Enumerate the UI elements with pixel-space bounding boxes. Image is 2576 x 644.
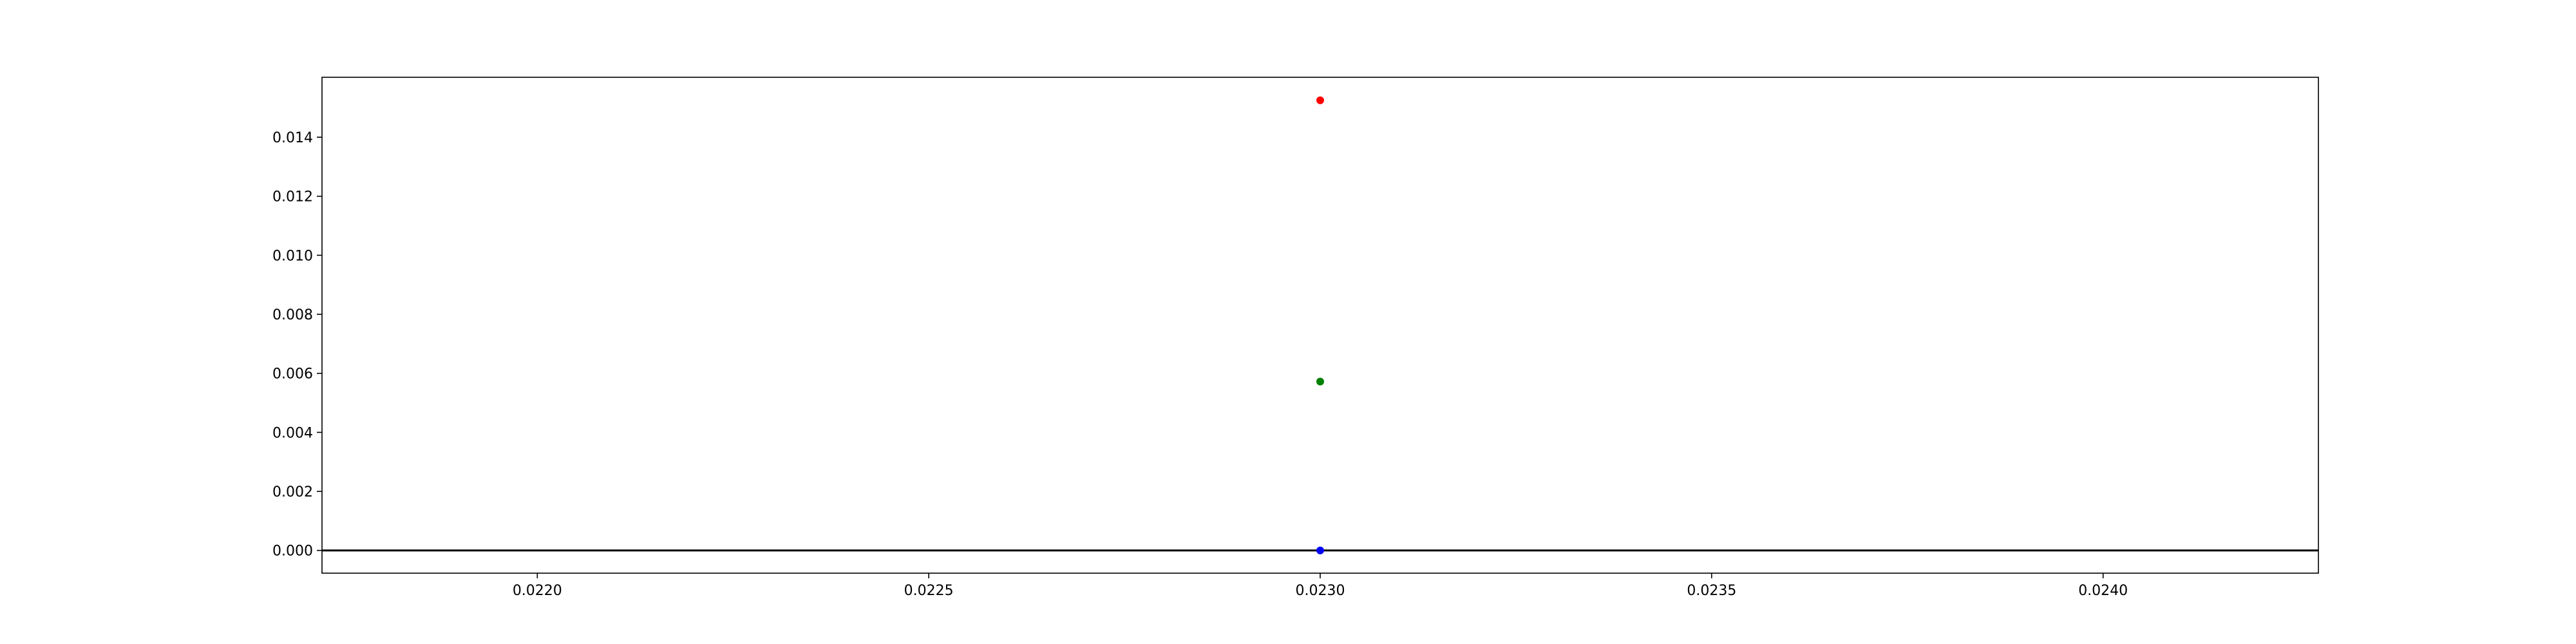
y-tick-label: 0.010	[272, 248, 313, 264]
y-tick-label: 0.002	[272, 484, 313, 500]
x-tick-label: 0.0235	[1687, 583, 1736, 599]
y-tick-label: 0.000	[272, 544, 313, 560]
x-tick-label: 0.0230	[1296, 583, 1345, 599]
data-point-2	[1316, 377, 1324, 386]
data-point-3	[1316, 546, 1324, 554]
y-tick-label: 0.012	[272, 189, 313, 205]
x-tick-label: 0.0225	[904, 583, 954, 599]
y-tick-label: 0.008	[272, 307, 313, 323]
y-tick-label: 0.004	[272, 425, 313, 441]
plot-area: 0.0220 0.0225 0.0230 0.0235 0.0240 0.000 0.002…	[272, 77, 2319, 599]
y-tick-label: 0.006	[272, 366, 313, 383]
data-point-1	[1316, 96, 1324, 104]
y-tick-label: 0.014	[272, 130, 313, 146]
x-tick-label: 0.0220	[513, 583, 562, 599]
x-tick-label: 0.0240	[2078, 583, 2128, 599]
